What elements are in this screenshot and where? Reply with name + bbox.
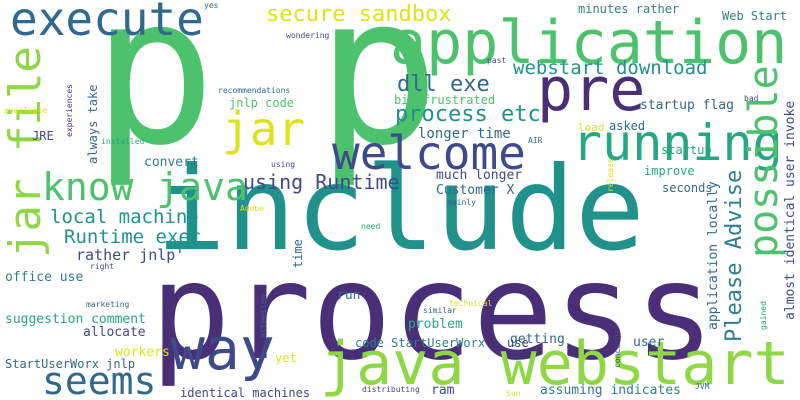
word-getting: getting — [510, 332, 565, 347]
word-jnlp-code: jnlp code — [229, 96, 295, 110]
word-wondering: wondering — [286, 31, 330, 40]
word-application: application — [390, 8, 788, 78]
word-allocate: allocate — [83, 325, 146, 340]
word-identical-machines: identical machines — [180, 386, 311, 400]
word-bit-frustrated: bit frustrated — [394, 93, 496, 107]
word-past: past — [487, 56, 507, 65]
word-release: release — [606, 158, 615, 192]
word-jar-file: jar file — [0, 46, 51, 258]
word-customer-x: Customer X — [436, 183, 515, 198]
word-startup-flag: startup flag — [640, 98, 734, 113]
word-include: include — [156, 142, 645, 277]
word-startup: startup — [661, 143, 712, 157]
word-code-startuserworx: code StartUserWorx — [355, 336, 486, 350]
word-seems: seems — [42, 359, 157, 400]
word-distributing: distributing — [362, 385, 420, 394]
word-workers: workers — [115, 345, 170, 360]
word-seconds: seconds — [662, 181, 713, 195]
word-technical: technical — [449, 299, 493, 308]
word-need: need — [361, 222, 381, 231]
word-convert: convert — [144, 155, 199, 170]
word-asked: asked — [609, 119, 646, 133]
word-suggestion-comment: suggestion comment — [5, 312, 146, 327]
word-web-start: Web Start — [722, 9, 788, 23]
word-problem: problem — [408, 317, 463, 332]
word-execute: execute — [10, 0, 204, 46]
word-air: AIR — [528, 136, 543, 145]
word-similar: similar — [423, 306, 457, 315]
word-java-webstart: java webstart — [320, 329, 790, 399]
word-marketing: marketing — [86, 300, 130, 309]
word-bad: bad — [744, 94, 759, 103]
word-minutes-rather: minutes rather — [578, 2, 680, 16]
word-use: use — [507, 336, 529, 350]
word-mainly: mainly — [447, 198, 476, 207]
word-attention: attention — [259, 294, 268, 338]
word-running: running — [572, 114, 783, 172]
word-gained: gained — [759, 301, 768, 330]
word-recommendations: recommendations — [218, 86, 291, 95]
word-load: load — [578, 121, 605, 134]
word-concerns: concerns — [613, 329, 622, 368]
word-much-longer: much longer — [436, 168, 523, 183]
word-yes: yes — [204, 1, 219, 10]
word-welcome: welcome — [332, 126, 526, 180]
word-user: user — [633, 335, 665, 350]
word-always-take: always take — [86, 84, 100, 164]
word-process: process — [150, 234, 715, 390]
word-office-use: office use — [5, 270, 84, 285]
word-startuserworx-jnlp: StartUserWorx jnlp — [5, 357, 136, 371]
word-local-machine: local machine — [50, 206, 199, 228]
word-ram: ram — [431, 383, 455, 398]
word-secure-sandbox: secure sandbox — [266, 2, 452, 27]
word-assuming-indicates: assuming indicates — [540, 383, 681, 398]
word-improve: improve — [644, 164, 695, 178]
word-pp: p p — [92, 0, 440, 191]
word-way: way — [170, 315, 275, 383]
word-using: using — [271, 160, 296, 169]
word-process-etc: process etc — [395, 102, 541, 127]
word-know-java: know java — [42, 165, 248, 209]
word-jvm: JVM — [695, 382, 710, 391]
word-time: time — [291, 239, 305, 268]
word-jar: jar — [222, 102, 306, 156]
word-available: available — [4, 106, 48, 115]
word-please-advise: Please Advise — [722, 169, 747, 342]
word-yet: yet — [275, 351, 297, 365]
word-installed: installed — [101, 137, 145, 146]
word-jre: JRE — [32, 129, 54, 143]
word-webstart-download: webstart download — [513, 57, 708, 79]
word-application-locally: application locally — [706, 181, 721, 330]
word-sun: Sun — [506, 389, 521, 398]
word-experiences: experiences — [65, 84, 74, 137]
word-right: right — [90, 262, 115, 271]
word-adobe: Adobe — [240, 204, 265, 213]
word-almost-identical-user-invoke: almost identical user invoke — [783, 100, 798, 320]
word-pre: pre — [537, 55, 646, 125]
word-run: run — [337, 288, 361, 303]
word-longer-time: longer time — [418, 126, 511, 142]
word-rather-jnlp: rather jnlp' — [76, 246, 185, 264]
word-dll-exe: dll exe — [397, 72, 490, 97]
word-using-runtime: using Runtime — [243, 170, 400, 194]
word-runtime-exec: Runtime exec — [64, 226, 202, 248]
